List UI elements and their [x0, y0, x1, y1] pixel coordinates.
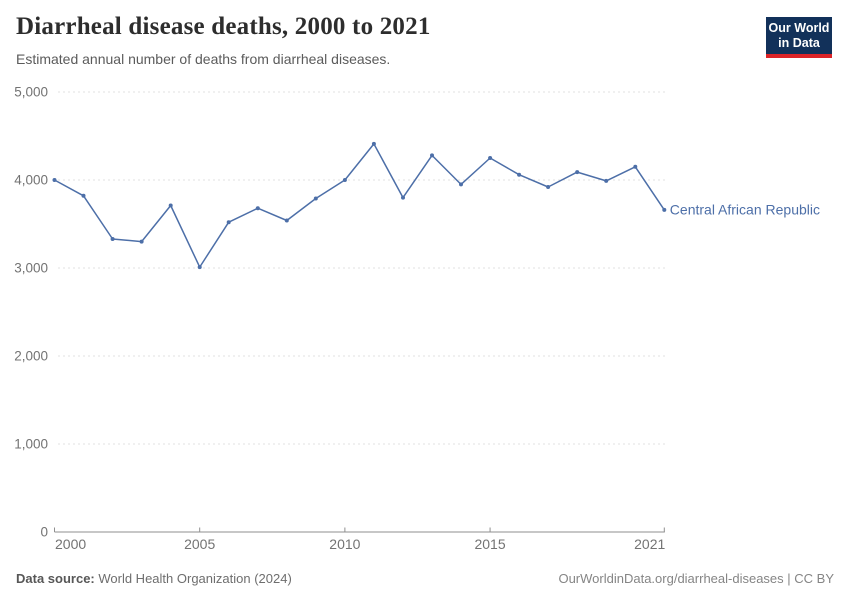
y-axis-tick-label: 4,000 [14, 173, 48, 188]
y-axis-tick-label: 3,000 [14, 261, 48, 276]
x-axis-tick-label: 2005 [184, 536, 215, 552]
data-point-marker[interactable] [342, 178, 347, 182]
data-point-marker[interactable] [430, 153, 434, 158]
series-line[interactable] [54, 143, 665, 268]
data-point-marker[interactable] [371, 141, 376, 146]
data-point-marker[interactable] [401, 195, 405, 200]
x-axis-tick-label: 2010 [329, 536, 360, 552]
page-title: Diarrheal disease deaths, 2000 to 2021 [16, 13, 431, 40]
attribution-link[interactable]: OurWorldinData.org/diarrheal-diseases | … [558, 571, 834, 586]
y-axis-tick-label: 1,000 [14, 437, 48, 452]
data-point-marker[interactable] [517, 172, 522, 177]
data-source-label: Data source: [16, 571, 95, 586]
y-axis-tick-label: 2,000 [14, 349, 48, 364]
data-point-marker[interactable] [459, 182, 463, 187]
chart-footer: Data source: World Health Organization (… [16, 571, 834, 586]
data-point-marker[interactable] [139, 239, 144, 244]
series-entity-label[interactable]: Central African Republic [670, 201, 820, 217]
owid-logo-line1: Our World [768, 21, 830, 35]
data-point-marker[interactable] [255, 206, 260, 211]
data-point-marker[interactable] [81, 193, 86, 198]
owid-logo[interactable]: Our World in Data [766, 17, 832, 58]
data-point-marker[interactable] [110, 237, 115, 241]
data-source: Data source: World Health Organization (… [16, 571, 292, 586]
data-point-marker[interactable] [313, 196, 318, 201]
x-axis-tick-label: 2000 [55, 536, 86, 552]
x-axis-tick-label: 2015 [474, 536, 505, 552]
y-axis-tick-label: 0 [40, 525, 48, 540]
chart-subtitle: Estimated annual number of deaths from d… [16, 51, 391, 67]
data-point-marker[interactable] [168, 203, 173, 208]
data-point-marker[interactable] [226, 220, 231, 225]
data-point-marker[interactable] [633, 164, 638, 169]
data-source-text: World Health Organization (2024) [94, 571, 292, 586]
data-point-marker[interactable] [488, 156, 493, 160]
y-axis-tick-label: 5,000 [14, 85, 48, 100]
owid-logo-line2: in Data [778, 35, 820, 50]
chart-header: Diarrheal disease deaths, 2000 to 2021 E… [16, 12, 834, 67]
data-point-marker[interactable] [52, 178, 57, 182]
x-axis-tick-label: 2021 [634, 536, 665, 552]
data-point-marker[interactable] [197, 265, 202, 270]
data-point-marker[interactable] [604, 178, 609, 183]
data-point-marker[interactable] [575, 170, 580, 175]
data-point-marker[interactable] [284, 218, 289, 223]
data-point-marker[interactable] [546, 185, 551, 189]
owid-logo-accent-bar [766, 53, 832, 58]
data-point-marker[interactable] [662, 207, 667, 212]
